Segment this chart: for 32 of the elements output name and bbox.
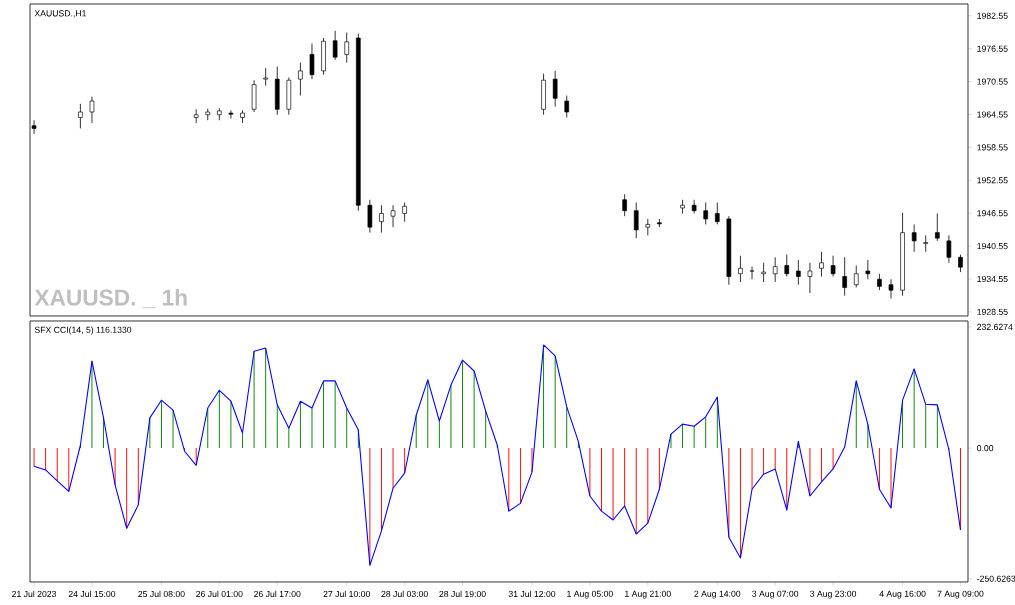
y-tick-label: 1928.55 [977, 308, 1008, 315]
y-tick-label: 1940.55 [977, 243, 1008, 250]
text: XAUUSD.,H1 [34, 10, 86, 18]
x-tick-label: 24 Jul 15:00 [68, 590, 116, 598]
x-tick-label: 3 Aug 07:00 [752, 590, 799, 599]
y-tick-label: 1982.55 [977, 12, 1008, 19]
annotation: XAUUSD. _ 1h [34, 288, 187, 309]
y-tick-label: 1934.55 [977, 275, 1008, 283]
x-tick-label: 21 Jul 2023 [12, 590, 57, 598]
y-tick-label: 1946.55 [977, 210, 1008, 217]
text: SFX CCI(14, 5) 116.1330 [34, 326, 132, 335]
x-tick-label: 31 Jul 12:00 [508, 590, 556, 598]
y-tick-label: 1976.55 [977, 45, 1008, 52]
x-tick-label: 1 Aug 21:00 [625, 590, 671, 599]
x-tick-label: 7 Aug 09:00 [937, 590, 984, 599]
y-tick-label: 0.00 [977, 445, 994, 452]
x-tick-label: 1 Aug 05:00 [567, 590, 613, 599]
x-tick-label: 28 Jul 03:00 [381, 590, 428, 598]
y-tick-label: 1964.55 [977, 111, 1008, 118]
x-tick-label: 27 Jul 10:00 [323, 590, 370, 598]
x-tick-label: 28 Jul 19:00 [439, 590, 486, 598]
y-tick-label: 1952.55 [977, 177, 1008, 184]
x-tick-label: 26 Jul 17:00 [254, 590, 301, 598]
y-tick-label: -250.6263 [977, 575, 1015, 582]
x-tick-label: 26 Jul 01:00 [196, 590, 243, 598]
y-tick-label: 1970.55 [977, 78, 1008, 85]
x-tick-label: 4 Aug 16:00 [879, 590, 926, 599]
x-tick-label: 2 Aug 14:00 [694, 590, 741, 599]
y-tick-label: 1958.55 [977, 144, 1008, 151]
x-tick-label: 3 Aug 23:00 [810, 590, 857, 599]
x-tick-label: 25 Jul 08:00 [138, 590, 185, 598]
y-tick-label: 232.6274 [977, 323, 1013, 330]
